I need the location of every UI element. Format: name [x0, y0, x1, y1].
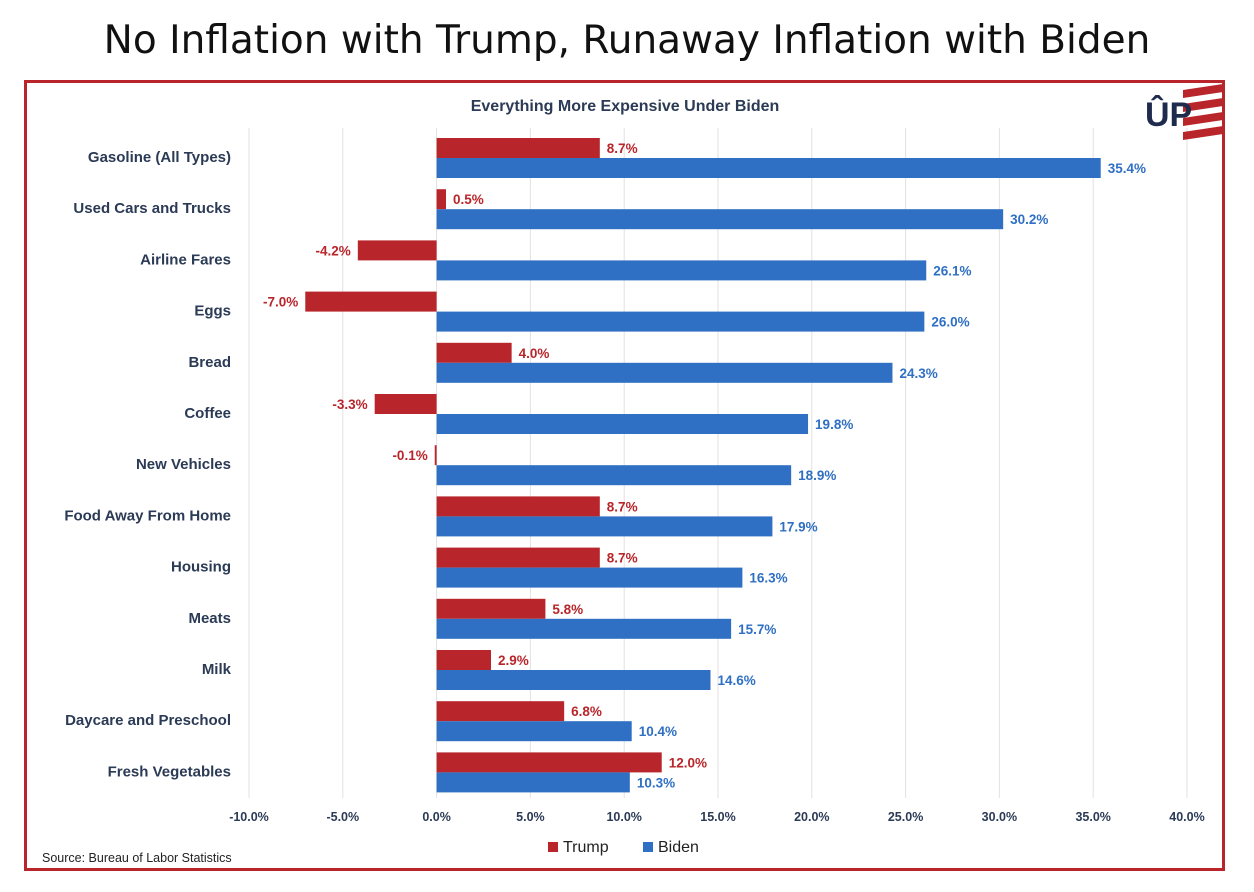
bar-trump [436, 650, 492, 670]
category-label: Daycare and Preschool [65, 712, 231, 729]
data-label-trump: 2.9% [498, 653, 529, 668]
bar-biden [436, 516, 773, 537]
category-label: Coffee [184, 405, 231, 422]
data-label-biden: 26.0% [931, 315, 969, 330]
chart-title: Everything More Expensive Under Biden [471, 98, 780, 115]
source-note: Source: Bureau of Labor Statistics [42, 851, 232, 865]
bar-trump [436, 189, 446, 210]
x-tick-label: 5.0% [516, 810, 545, 824]
data-label-trump: -4.2% [316, 243, 351, 258]
category-label: Bread [188, 354, 231, 371]
data-label-biden: 16.3% [749, 571, 787, 586]
category-label: Airline Fares [140, 251, 231, 268]
bar-trump [436, 598, 546, 619]
bar-trump [357, 240, 437, 261]
flag-stripes-icon [1183, 84, 1223, 140]
bar-biden [436, 465, 792, 486]
bar-trump [436, 701, 565, 722]
bar-biden [436, 772, 630, 793]
data-label-biden: 30.2% [1010, 212, 1048, 227]
x-tick-label: 40.0% [1169, 810, 1204, 824]
data-label-trump: 12.0% [669, 755, 707, 770]
x-tick-label: 15.0% [700, 810, 735, 824]
data-label-trump: 0.5% [453, 192, 484, 207]
bar-trump [436, 496, 600, 517]
bar-trump [436, 342, 512, 363]
page-title: No Inflation with Trump, Runaway Inflati… [103, 18, 1151, 63]
data-label-biden: 17.9% [779, 519, 817, 534]
data-label-biden: 19.8% [815, 417, 853, 432]
data-label-trump: 8.7% [607, 141, 638, 156]
data-label-biden: 35.4% [1108, 161, 1146, 176]
bar-trump [436, 752, 662, 773]
category-label: Used Cars and Trucks [73, 200, 231, 217]
bar-biden [436, 670, 711, 690]
bar-biden [436, 721, 632, 742]
x-tick-label: 30.0% [982, 810, 1017, 824]
data-label-trump: 4.0% [519, 346, 550, 361]
x-tick-label: 0.0% [422, 810, 451, 824]
data-labels: 8.7% 35.4% 0.5% 30.2% -4.2% 26.1% -7.0% 26.0% 4.… [263, 141, 1146, 790]
data-label-trump: 5.8% [552, 602, 583, 617]
data-label-biden: 14.6% [717, 673, 755, 688]
legend-swatch-biden [643, 842, 653, 852]
bar-series [305, 138, 1101, 793]
data-label-trump: -7.0% [263, 295, 298, 310]
bar-trump [436, 138, 600, 158]
category-label: New Vehicles [136, 456, 231, 473]
x-tick-label: 10.0% [606, 810, 641, 824]
x-tick-label: 35.0% [1075, 810, 1110, 824]
legend-label-biden: Biden [658, 839, 699, 856]
bar-biden [436, 209, 1004, 230]
category-labels: Gasoline (All Types) Used Cars and Trucks… [64, 149, 231, 780]
logo: ÛP [1145, 84, 1223, 140]
data-label-biden: 10.4% [639, 724, 677, 739]
data-label-trump: 6.8% [571, 704, 602, 719]
data-label-trump: 8.7% [607, 499, 638, 514]
logo-text: ÛP [1145, 95, 1192, 134]
bar-trump [436, 547, 600, 568]
bar-trump [434, 445, 437, 466]
data-label-biden: 15.7% [738, 622, 776, 637]
category-label: Food Away From Home [64, 507, 231, 524]
legend-swatch-trump [548, 842, 558, 852]
data-label-biden: 24.3% [899, 366, 937, 381]
data-label-biden: 18.9% [798, 468, 836, 483]
category-label: Meats [188, 610, 231, 627]
category-label: Gasoline (All Types) [88, 149, 231, 166]
x-tick-label: -5.0% [326, 810, 359, 824]
x-tick-label: 25.0% [888, 810, 923, 824]
bar-biden [436, 618, 732, 639]
data-label-trump: -3.3% [332, 397, 367, 412]
category-label: Eggs [194, 303, 231, 320]
bar-trump [305, 291, 437, 312]
category-label: Milk [202, 661, 232, 678]
x-tick-label: -10.0% [229, 810, 269, 824]
bar-trump [374, 394, 437, 414]
bar-biden [436, 311, 925, 332]
bar-biden [436, 260, 927, 281]
bar-biden [436, 567, 743, 588]
data-label-biden: 26.1% [933, 263, 971, 278]
category-label: Fresh Vegetables [108, 763, 231, 780]
data-label-trump: -0.1% [392, 448, 427, 463]
bar-biden [436, 158, 1101, 178]
data-label-trump: 8.7% [607, 551, 638, 566]
data-label-biden: 10.3% [637, 775, 675, 790]
legend-label-trump: Trump [563, 839, 609, 856]
category-label: Housing [171, 559, 231, 576]
x-tick-label: 20.0% [794, 810, 829, 824]
bar-biden [436, 414, 809, 434]
legend: Trump Biden [548, 839, 699, 856]
bar-biden [436, 362, 893, 383]
x-axis-ticks: -10.0% -5.0% 0.0% 5.0% 10.0% 15.0% 20.0% 25.0% 3… [229, 810, 1205, 824]
